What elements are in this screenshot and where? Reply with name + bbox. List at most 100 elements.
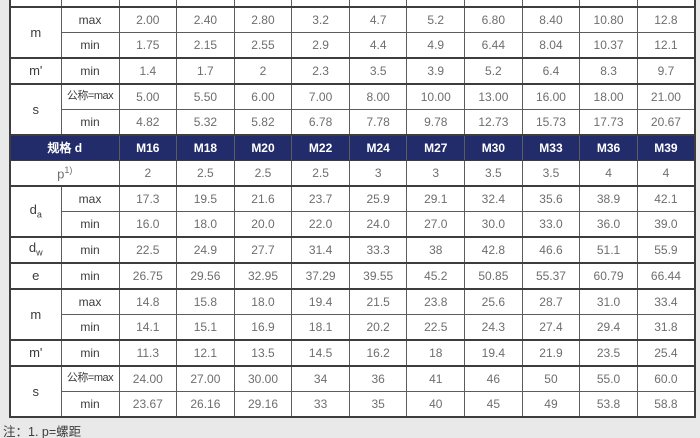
prop-label: s (32, 383, 40, 399)
partial-cell (9, 0, 62, 8)
value-cell: 14.5 (291, 339, 350, 367)
prop-cell: s (9, 83, 62, 136)
value-cell: 35 (348, 391, 408, 418)
value-cell: 16.0 (118, 211, 178, 238)
value-cell: 26.16 (176, 391, 235, 418)
cut-row (9, 0, 696, 8)
prop-label: m' (29, 345, 43, 361)
value-cell: 33.4 (636, 288, 696, 315)
partial-cell (118, 0, 178, 8)
value-cell: 2.3 (291, 57, 350, 85)
prop-label: d (29, 201, 37, 217)
value-cell: 5.82 (233, 109, 293, 136)
value-cell: 24.0 (348, 211, 408, 238)
value-cell: 39.55 (348, 262, 408, 290)
value-cell: 30.00 (233, 365, 293, 392)
prop-label: m (30, 24, 42, 40)
value-cell: 5.2 (406, 6, 466, 33)
value-cell: 4.7 (348, 6, 408, 33)
partial-cell (60, 0, 120, 8)
limit-cell: min (60, 236, 120, 264)
spec-header-row: 规格 d M16 M18 M20 M22 M24 M27 M30 M33 M36 M39 (9, 134, 696, 161)
limit-cell: min (60, 339, 120, 367)
table-row: e min 26.75 29.56 32.95 37.29 39.55 45.2 50.85 55… (9, 262, 696, 290)
value-cell: 8.04 (521, 32, 581, 59)
table-body: m max 2.00 2.40 2.80 3.2 4.7 5.2 6.80 8.40 10.80 12… (9, 0, 696, 418)
prop-cell: e (9, 262, 62, 290)
table-row: min 23.67 26.16 29.16 33 35 40 45 49 53.8 58.8 (10, 391, 696, 418)
prop-cell: m (9, 288, 62, 341)
value-cell: 32.95 (233, 262, 293, 290)
limit-cell: min (60, 109, 120, 136)
footnote: 注：1. p=螺距 (3, 425, 82, 438)
header-cell: M24 (348, 134, 408, 161)
value-cell: 50 (521, 365, 581, 392)
limit-cell: max (60, 288, 120, 315)
value-cell: 41 (406, 365, 466, 392)
value-cell: 24.3 (464, 314, 523, 341)
value-cell: 55.37 (521, 262, 581, 290)
value-cell: 12.8 (636, 6, 696, 33)
value-cell: 7.78 (348, 109, 408, 136)
pitch-value-cell: 4 (579, 160, 638, 187)
header-cell: M27 (406, 134, 466, 161)
value-cell: 35.6 (521, 185, 581, 212)
partial-cell (233, 0, 293, 8)
pitch-value-cell: 4 (636, 160, 696, 187)
value-cell: 5.2 (464, 57, 523, 85)
limit-cell: min (60, 32, 120, 59)
value-cell: 1.75 (118, 32, 178, 59)
value-cell: 38 (406, 236, 466, 264)
value-cell: 17.3 (118, 185, 178, 212)
value-cell: 18.0 (233, 288, 293, 315)
value-cell: 21.6 (233, 185, 293, 212)
table-row: s 公称=max 24.00 27.00 30.00 34 36 41 46 50 55.0 60.0 (9, 365, 696, 418)
value-cell: 39.0 (636, 211, 696, 238)
value-cell: 2.15 (176, 32, 235, 59)
value-cell: 11.3 (118, 339, 178, 367)
value-cell: 60.0 (636, 365, 696, 392)
table-row: m' min 11.3 12.1 13.5 14.5 16.2 18 19.4 21.9 23.5 2… (9, 339, 696, 367)
value-cell: 15.8 (176, 288, 235, 315)
value-cell: 3.9 (406, 57, 466, 85)
value-cell: 28.7 (521, 288, 581, 315)
value-cell: 2.40 (176, 6, 235, 33)
pitch-label: p (57, 165, 65, 181)
value-cell: 23.8 (406, 288, 466, 315)
prop-subscript: w (36, 248, 43, 259)
prop-subscript: a (36, 209, 42, 220)
value-cell: 5.32 (176, 109, 235, 136)
value-cell: 27.00 (176, 365, 235, 392)
partial-cell (348, 0, 408, 8)
value-cell: 20.0 (233, 211, 293, 238)
value-cell: 2.80 (233, 6, 293, 33)
value-cell: 29.1 (406, 185, 466, 212)
limit-cell: max (60, 6, 120, 33)
value-cell: 24.00 (118, 365, 178, 392)
value-cell: 2.55 (233, 32, 293, 59)
value-cell: 6.44 (464, 32, 523, 59)
limit-cell: 公称=max (60, 83, 120, 110)
prop-label: d (28, 240, 37, 256)
value-cell: 4.9 (406, 32, 466, 59)
value-cell: 5.50 (176, 83, 235, 110)
value-cell: 16.9 (233, 314, 293, 341)
prop-label: s (32, 101, 40, 117)
value-cell: 8.40 (521, 6, 581, 33)
value-cell: 36.0 (579, 211, 638, 238)
value-cell: 4.4 (348, 32, 408, 59)
value-cell: 51.1 (579, 236, 638, 264)
value-cell: 3.2 (291, 6, 350, 33)
header-cell: M33 (521, 134, 581, 161)
value-cell: 21.00 (636, 83, 696, 110)
value-cell: 42.8 (464, 236, 523, 264)
value-cell: 45 (464, 391, 523, 418)
value-cell: 25.9 (348, 185, 408, 212)
prop-label: m' (29, 63, 43, 79)
value-cell: 20.2 (348, 314, 408, 341)
value-cell: 27.4 (521, 314, 581, 341)
prop-cell: dw (9, 236, 62, 264)
value-cell: 9.78 (406, 109, 466, 136)
table-row: m max 2.00 2.40 2.80 3.2 4.7 5.2 6.80 8.40 10.80 12… (9, 6, 696, 59)
header-cell: M39 (636, 134, 696, 161)
